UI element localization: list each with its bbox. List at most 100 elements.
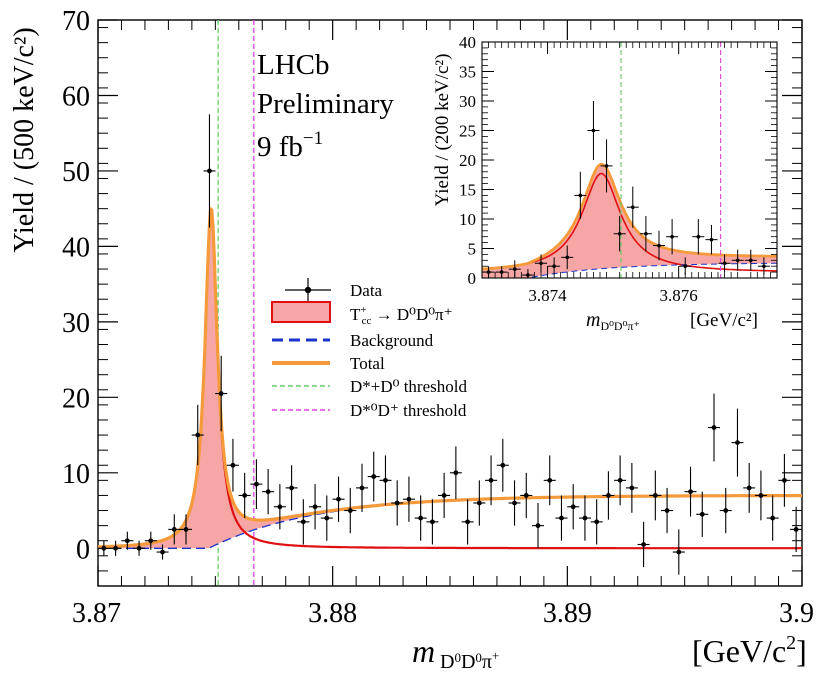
x-tick-label: 3.89 (543, 598, 592, 629)
data-point (426, 499, 439, 545)
inset-data-marker (578, 193, 583, 198)
data-marker (664, 508, 670, 513)
data-marker (688, 489, 693, 495)
data-marker (535, 523, 541, 529)
data-marker (523, 493, 529, 498)
data-marker (371, 474, 377, 479)
data-marker (441, 493, 447, 498)
y-tick-label: 20 (62, 383, 90, 414)
lumi-value: 9 fb (257, 131, 303, 163)
inset-data-marker (657, 243, 661, 248)
data-point (543, 455, 556, 506)
data-point (344, 487, 357, 534)
inset-frame (481, 41, 778, 279)
data-point (461, 499, 474, 545)
data-marker (476, 500, 482, 506)
inset-y-tick-label: 0 (468, 269, 477, 288)
data-point (226, 438, 239, 492)
data-point (438, 472, 451, 519)
x-tick-label: 3.88 (308, 598, 357, 629)
y-tick-label: 60 (62, 81, 90, 112)
legend-item-total: Total (272, 354, 385, 373)
data-marker (758, 493, 764, 498)
y-tick-label: 70 (62, 6, 90, 37)
svg-text:9 fb−1: 9 fb−1 (257, 128, 323, 163)
inset-data-marker (735, 258, 740, 263)
inset-data-marker (748, 258, 753, 263)
data-point (238, 472, 251, 519)
data-point (414, 495, 427, 541)
y-tick-label: 0 (76, 534, 90, 565)
data-marker (242, 493, 248, 498)
data-marker (570, 504, 576, 510)
data-point (719, 487, 732, 534)
inset-data-point (600, 139, 613, 193)
data-marker (254, 481, 259, 487)
data-marker (195, 432, 201, 438)
data-point (379, 455, 392, 506)
data-marker (641, 542, 646, 547)
inset-data-point (626, 186, 639, 228)
inset-data-point (587, 101, 600, 160)
x-tick-label: 3.9 (779, 598, 814, 629)
data-marker (418, 515, 424, 521)
inset-data-marker (683, 264, 688, 269)
data-point (578, 495, 591, 541)
data-point (766, 495, 779, 541)
data-point (532, 502, 544, 549)
data-marker (629, 485, 635, 491)
data-marker (711, 425, 717, 430)
inset-data-point (718, 254, 731, 273)
data-marker (336, 496, 341, 502)
data-marker (136, 545, 142, 551)
data-point (449, 446, 462, 500)
x-tick-label: 3.87 (72, 598, 121, 629)
svg-text:Data: Data (350, 281, 383, 300)
legend-item-signal: T+ cc → D⁰D⁰π⁺ (271, 301, 453, 327)
inset-y-tick-label: 25 (459, 122, 476, 141)
inset-y-tick-label: 30 (459, 92, 476, 111)
preliminary-label: Preliminary (257, 88, 394, 120)
data-point (97, 540, 110, 556)
data-point (672, 529, 685, 575)
data-marker (394, 500, 400, 506)
inset-data-marker (512, 267, 517, 271)
inset-y-tick-label: 35 (459, 63, 476, 82)
data-point (191, 404, 204, 466)
y-tick-label: 10 (62, 459, 90, 490)
data-point (144, 531, 157, 550)
inset-data-point (653, 230, 665, 261)
svg-text:D*+D⁰ threshold: D*+D⁰ threshold (350, 377, 467, 396)
legend-item-threshold-2: D*⁰D⁺ threshold (272, 401, 467, 420)
total-curve (97, 205, 802, 549)
data-point (320, 495, 333, 541)
inset-data-marker (762, 264, 766, 269)
inset-x-tick-label: 3.874 (528, 286, 567, 305)
svg-text:[GeV/c2]: [GeV/c2] (692, 632, 807, 669)
svg-text:Total: Total (350, 354, 385, 373)
data-point (367, 451, 380, 502)
data-point (684, 466, 697, 517)
inset-x-axis-label: mD⁰D⁰π⁺ [GeV/c²] (586, 309, 758, 333)
main-y-axis-label: Yield / (500 keV/c²) (9, 27, 40, 252)
inset-data-marker (617, 231, 622, 236)
lhcb-label: LHCb (257, 49, 330, 81)
data-marker (547, 477, 553, 483)
inset-data-point (731, 249, 744, 271)
data-marker (770, 515, 776, 521)
data-marker (559, 515, 564, 521)
legend-item-data: Data (285, 278, 383, 302)
inset-data-point (744, 249, 757, 271)
data-point (215, 355, 228, 432)
data-point (555, 495, 568, 541)
legend-item-background: Background (272, 331, 434, 350)
data-marker (594, 519, 600, 525)
legend-item-threshold-1: D*+D⁰ threshold (272, 377, 467, 396)
inset-data-marker (539, 261, 543, 266)
data-point (778, 453, 791, 507)
main-x-axis-label: m D0D0π+ (412, 633, 499, 673)
data-point (696, 491, 709, 537)
inset-data-marker (630, 205, 635, 209)
data-point (485, 455, 498, 506)
inset-data-marker (565, 255, 570, 260)
